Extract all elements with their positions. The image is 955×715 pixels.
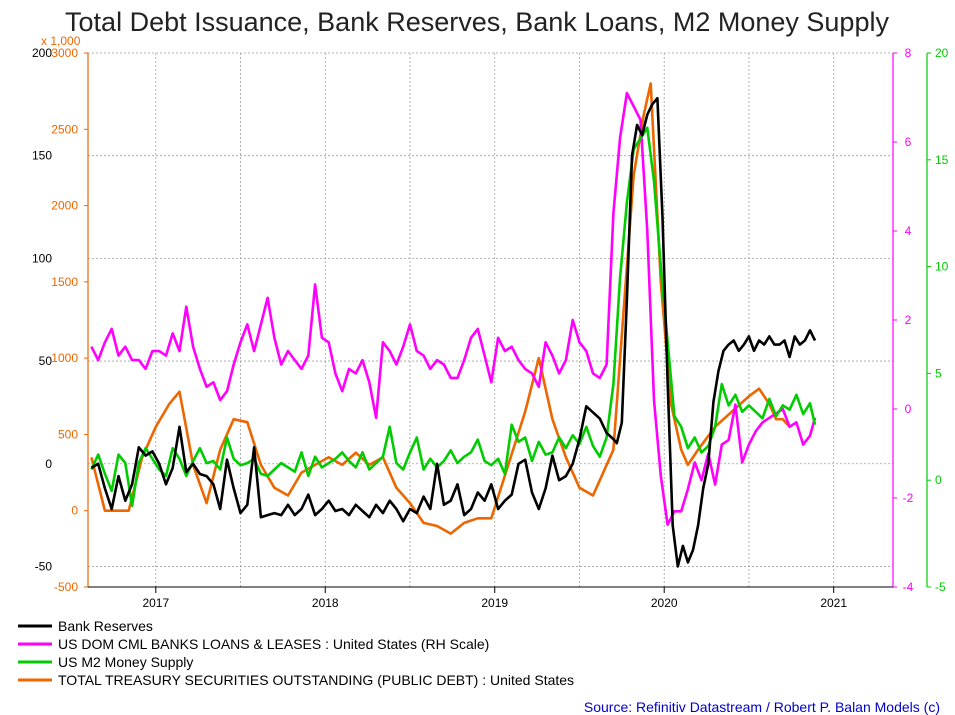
orange-axis-tick-label: 1000 — [51, 351, 78, 365]
magenta-axis-tick-label: -4 — [903, 580, 914, 594]
magenta-axis-tick-label: -2 — [903, 491, 914, 505]
legend-label: US DOM CML BANKS LOANS & LEASES : United… — [58, 636, 489, 652]
black-axis-tick-label: 150 — [32, 149, 52, 163]
orange-axis-tick-label: 2500 — [51, 122, 78, 136]
legend: Bank Reserves US DOM CML BANKS LOANS & LE… — [18, 618, 574, 688]
series-lines — [90, 82, 817, 568]
black-axis-tick-label: 200 — [32, 46, 52, 60]
magenta-axis-tick-label: 0 — [905, 402, 912, 416]
x-axis-tick-label: 2019 — [481, 596, 508, 610]
orange-axis-multiplier-label: x 1,000 — [41, 34, 81, 48]
black-axis-tick-label: 0 — [45, 457, 52, 471]
black-axis-tick-label: 100 — [32, 251, 52, 265]
orange-axis-tick-label: 2000 — [51, 199, 78, 213]
axes: -50050100150200-500050010001500200025003… — [32, 46, 949, 610]
chart-title: Total Debt Issuance, Bank Reserves, Bank… — [65, 7, 889, 37]
black-axis-tick-label: 50 — [39, 354, 53, 368]
orange-axis-tick-label: -500 — [54, 580, 78, 594]
legend-label: Bank Reserves — [58, 618, 153, 634]
series-line-left-orange — [90, 82, 791, 535]
legend-label: TOTAL TREASURY SECURITIES OUTSTANDING (P… — [58, 672, 574, 688]
magenta-axis-tick-label: 2 — [905, 313, 912, 327]
orange-axis-tick-label: 1500 — [51, 275, 78, 289]
magenta-axis-tick-label: 8 — [905, 46, 912, 60]
orange-axis-tick-label: 0 — [71, 504, 78, 518]
x-axis-tick-label: 2018 — [312, 596, 339, 610]
green-axis-tick-label: 0 — [935, 473, 942, 487]
green-axis-tick-label: 10 — [935, 260, 949, 274]
x-axis-tick-label: 2021 — [820, 596, 847, 610]
orange-axis-tick-label: 3000 — [51, 46, 78, 60]
green-axis-tick-label: 5 — [935, 366, 942, 380]
orange-axis-tick-label: 500 — [58, 427, 78, 441]
grid — [88, 52, 893, 587]
magenta-axis-tick-label: 4 — [905, 224, 912, 238]
series-line-left-black — [90, 96, 817, 568]
x-axis-tick-label: 2020 — [651, 596, 678, 610]
source-credit: Source: Refinitiv Datastream / Robert P.… — [584, 699, 940, 715]
green-axis-tick-label: 20 — [935, 46, 949, 60]
green-axis-tick-label: -5 — [935, 580, 946, 594]
magenta-axis-tick-label: 6 — [905, 135, 912, 149]
series-line-right-green — [90, 126, 817, 508]
green-axis-tick-label: 15 — [935, 153, 949, 167]
x-axis-tick-label: 2017 — [142, 596, 169, 610]
legend-label: US M2 Money Supply — [58, 654, 193, 670]
series-line-right-magenta — [90, 91, 817, 527]
black-axis-tick-label: -50 — [35, 559, 53, 573]
